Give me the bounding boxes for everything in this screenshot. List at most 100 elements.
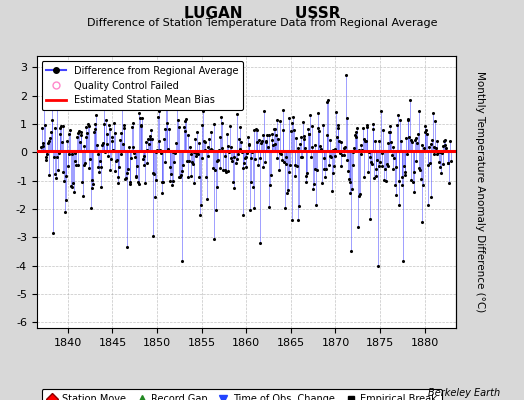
Point xyxy=(301,173,310,179)
Point xyxy=(136,115,144,121)
Point xyxy=(387,138,396,145)
Point xyxy=(384,162,392,169)
Point xyxy=(202,174,210,180)
Point xyxy=(406,96,414,103)
Point xyxy=(423,162,432,168)
Point xyxy=(443,160,452,166)
Point xyxy=(157,150,165,156)
Point xyxy=(281,205,289,211)
Point xyxy=(73,134,81,140)
Point xyxy=(414,108,423,114)
Point xyxy=(159,179,167,186)
Point xyxy=(84,123,93,130)
Point xyxy=(201,139,210,145)
Point xyxy=(441,136,450,143)
Point xyxy=(307,154,315,160)
Point xyxy=(40,103,48,109)
Point xyxy=(314,124,323,131)
Point xyxy=(251,156,259,162)
Point xyxy=(276,150,284,156)
Point xyxy=(369,126,378,132)
Point xyxy=(194,151,202,158)
Point xyxy=(338,152,346,159)
Point xyxy=(130,154,139,160)
Point xyxy=(318,180,326,186)
Point xyxy=(137,122,145,129)
Point xyxy=(297,154,305,160)
Point xyxy=(434,159,443,165)
Point xyxy=(313,110,322,116)
Point xyxy=(322,99,331,105)
Point xyxy=(315,143,324,149)
Point xyxy=(225,149,233,156)
Point xyxy=(245,141,254,147)
Point xyxy=(73,162,82,168)
Point xyxy=(250,127,259,134)
Point xyxy=(384,140,392,146)
Point xyxy=(194,174,203,180)
Point xyxy=(204,144,213,150)
Point xyxy=(342,72,350,79)
Point xyxy=(374,163,383,170)
Point xyxy=(316,148,325,154)
Point xyxy=(93,150,102,157)
Point xyxy=(137,122,146,129)
Point xyxy=(292,134,300,141)
Point xyxy=(128,124,136,131)
Point xyxy=(298,154,306,160)
Point xyxy=(171,150,179,156)
Point xyxy=(262,139,270,146)
Point xyxy=(319,122,327,129)
Point xyxy=(432,145,440,151)
Point xyxy=(158,179,167,186)
Point xyxy=(160,136,168,142)
Point xyxy=(101,149,109,156)
Point xyxy=(39,143,48,150)
Point xyxy=(363,124,372,130)
Point xyxy=(192,153,200,159)
Point xyxy=(119,140,127,147)
Point xyxy=(54,167,62,173)
Point xyxy=(347,248,355,254)
Point xyxy=(283,190,291,196)
Point xyxy=(143,160,151,166)
Point xyxy=(199,108,208,114)
Point xyxy=(347,186,356,192)
Point xyxy=(89,181,97,188)
Point xyxy=(178,258,187,265)
Point xyxy=(443,148,451,154)
Point xyxy=(368,121,377,127)
Point xyxy=(444,160,453,166)
Point xyxy=(146,133,155,140)
Point xyxy=(85,165,94,171)
Point xyxy=(404,117,412,123)
Point xyxy=(329,147,337,153)
Point xyxy=(242,154,250,160)
Point xyxy=(112,158,121,164)
Point xyxy=(436,164,444,170)
Point xyxy=(217,114,225,120)
Point xyxy=(267,172,275,178)
Point xyxy=(48,116,57,123)
Point xyxy=(420,128,429,135)
Point xyxy=(216,134,224,140)
Point xyxy=(288,120,297,126)
Point xyxy=(336,162,345,169)
Point xyxy=(230,154,238,160)
Point xyxy=(116,130,125,136)
Point xyxy=(82,133,91,140)
Point xyxy=(124,166,132,172)
Point xyxy=(392,192,401,199)
Point xyxy=(43,150,51,157)
Y-axis label: Monthly Temperature Anomaly Difference (°C): Monthly Temperature Anomaly Difference (… xyxy=(475,71,485,313)
Point xyxy=(115,163,123,170)
Point xyxy=(92,112,100,119)
Point xyxy=(231,148,239,154)
Point xyxy=(38,124,46,131)
Point xyxy=(291,172,300,179)
Point xyxy=(155,137,163,144)
Point xyxy=(187,151,195,157)
Point xyxy=(100,121,108,127)
Point xyxy=(269,142,277,148)
Point xyxy=(212,207,220,213)
